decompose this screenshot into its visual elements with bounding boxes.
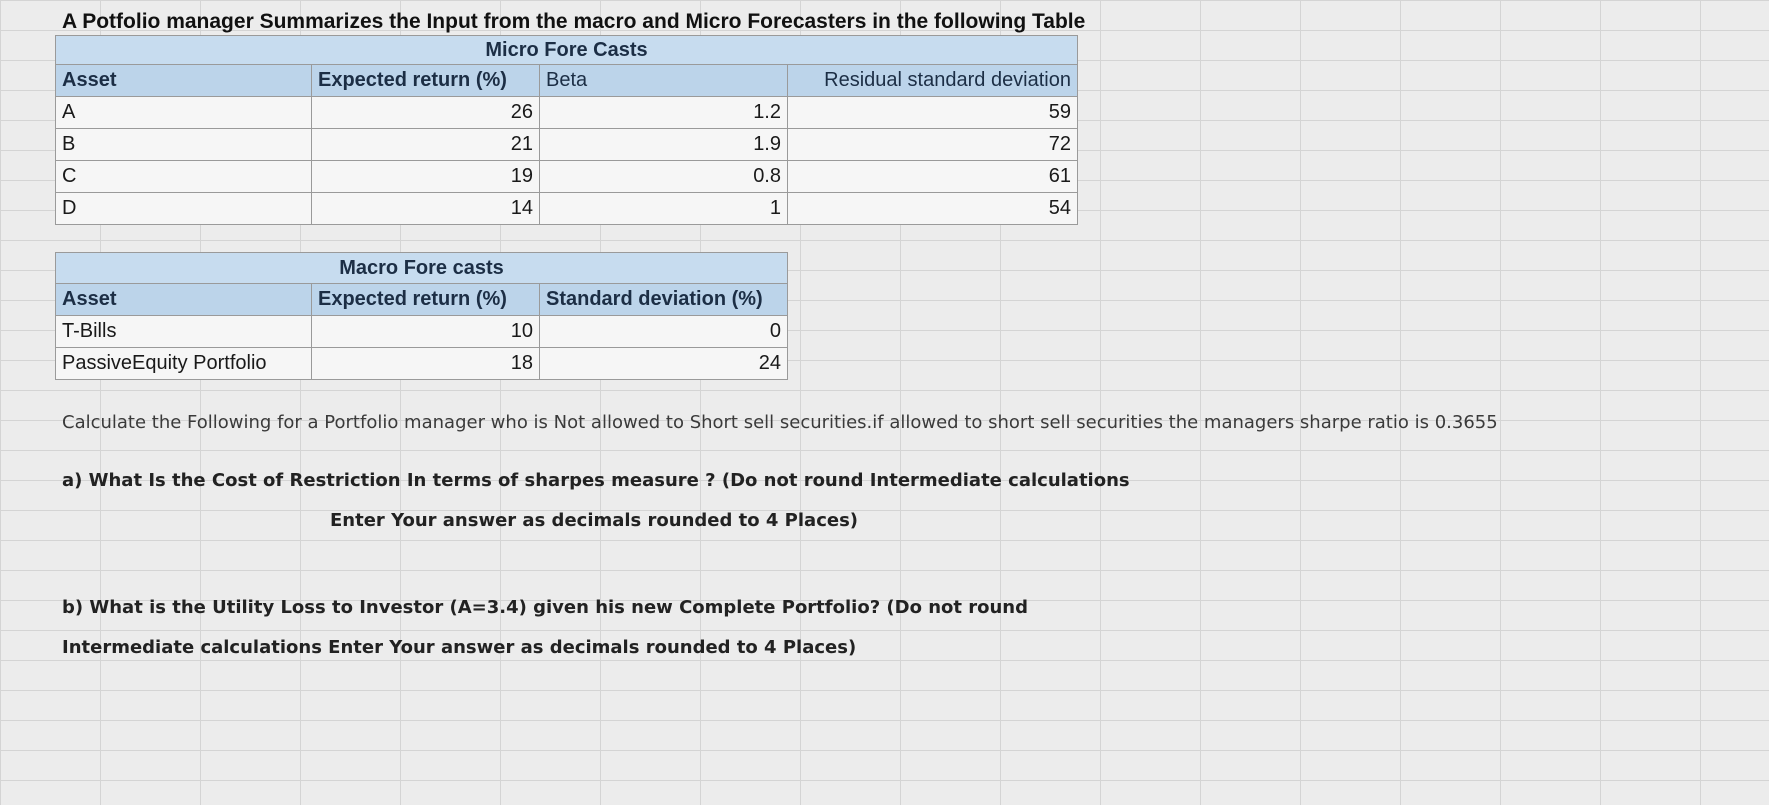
question-a-line1: a) What Is the Cost of Restriction In te… (62, 470, 1130, 491)
asset-cell[interactable]: T-Bills (55, 315, 312, 348)
expected-return-cell[interactable]: 18 (311, 347, 540, 380)
col-expected-return: Expected return (%) (311, 64, 540, 97)
macro-heading-row: Macro Fore casts (55, 252, 788, 284)
micro-forecasts-table: Micro Fore Casts Asset Expected return (… (55, 35, 1078, 225)
table-row: D 14 1 54 (55, 192, 1078, 225)
col-residual-sd: Residual standard deviation (787, 64, 1078, 97)
beta-cell[interactable]: 1.9 (539, 128, 788, 161)
beta-cell[interactable]: 1.2 (539, 96, 788, 129)
micro-heading-row: Micro Fore Casts (55, 35, 1078, 65)
expected-return-cell[interactable]: 26 (311, 96, 540, 129)
expected-return-cell[interactable]: 14 (311, 192, 540, 225)
page-title: A Potfolio manager Summarizes the Input … (62, 10, 1086, 33)
col-asset: Asset (55, 64, 312, 97)
expected-return-cell[interactable]: 21 (311, 128, 540, 161)
standard-deviation-cell[interactable]: 24 (539, 347, 788, 380)
asset-cell[interactable]: C (55, 160, 312, 193)
instructions-text: Calculate the Following for a Portfolio … (62, 412, 1498, 433)
asset-cell[interactable]: D (55, 192, 312, 225)
residual-sd-cell[interactable]: 72 (787, 128, 1078, 161)
beta-cell[interactable]: 0.8 (539, 160, 788, 193)
table-row: A 26 1.2 59 (55, 96, 1078, 129)
macro-column-headers: Asset Expected return (%) Standard devia… (55, 283, 788, 316)
expected-return-cell[interactable]: 19 (311, 160, 540, 193)
micro-heading: Micro Fore Casts (55, 35, 1078, 65)
col-expected-return: Expected return (%) (311, 283, 540, 316)
macro-heading: Macro Fore casts (55, 252, 788, 284)
col-beta: Beta (539, 64, 788, 97)
question-b-line2: Intermediate calculations Enter Your ans… (62, 637, 857, 658)
question-a-line2: Enter Your answer as decimals rounded to… (330, 510, 859, 531)
col-standard-deviation: Standard deviation (%) (539, 283, 788, 316)
residual-sd-cell[interactable]: 59 (787, 96, 1078, 129)
asset-cell[interactable]: A (55, 96, 312, 129)
expected-return-cell[interactable]: 10 (311, 315, 540, 348)
table-row: C 19 0.8 61 (55, 160, 1078, 193)
asset-cell[interactable]: PassiveEquity Portfolio (55, 347, 312, 380)
table-row: B 21 1.9 72 (55, 128, 1078, 161)
residual-sd-cell[interactable]: 61 (787, 160, 1078, 193)
question-b-line1: b) What is the Utility Loss to Investor … (62, 597, 1029, 618)
asset-cell[interactable]: B (55, 128, 312, 161)
micro-column-headers: Asset Expected return (%) Beta Residual … (55, 64, 1078, 97)
col-asset: Asset (55, 283, 312, 316)
standard-deviation-cell[interactable]: 0 (539, 315, 788, 348)
beta-cell[interactable]: 1 (539, 192, 788, 225)
table-row: T-Bills 10 0 (55, 315, 788, 348)
table-row: PassiveEquity Portfolio 18 24 (55, 347, 788, 380)
macro-forecasts-table: Macro Fore casts Asset Expected return (… (55, 252, 788, 380)
residual-sd-cell[interactable]: 54 (787, 192, 1078, 225)
